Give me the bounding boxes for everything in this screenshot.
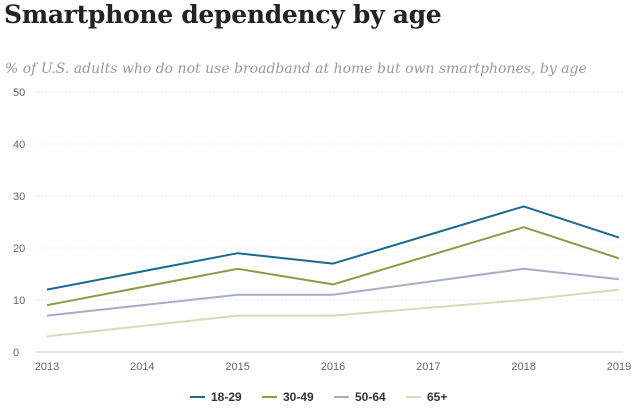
y-tick-label: 0 <box>13 347 19 359</box>
legend-label-18-29: 18-29 <box>211 390 242 404</box>
x-tick-label: 2016 <box>321 361 345 373</box>
y-tick-label: 30 <box>13 191 25 203</box>
x-tick-label: 2017 <box>416 361 440 373</box>
chart-title: Smartphone dependency by age <box>4 0 442 29</box>
series-line-50-64 <box>46 267 620 317</box>
legend-label-65+: 65+ <box>427 390 447 404</box>
y-tick-label: 20 <box>13 243 25 255</box>
series-line-18-29 <box>46 205 620 291</box>
x-tick-label: 2018 <box>511 361 535 373</box>
y-tick-label: 10 <box>13 295 25 307</box>
legend: 18-29 30-49 50-64 65+ <box>190 390 447 404</box>
x-tick-label: 2015 <box>225 361 249 373</box>
legend-label-50-64: 50-64 <box>355 390 386 404</box>
x-axis-ticks: 2013 2014 2015 2016 2017 2018 2019 <box>35 361 631 373</box>
legend-label-30-49: 30-49 <box>283 390 314 404</box>
x-tick-label: 2014 <box>130 361 154 373</box>
x-tick-label: 2013 <box>35 361 59 373</box>
y-tick-label: 40 <box>13 139 25 151</box>
x-tick-label: 2019 <box>607 361 631 373</box>
y-axis-ticks: 0 10 20 30 40 50 <box>13 87 25 359</box>
chart-subtitle: % of U.S. adults who do not use broadban… <box>5 61 587 77</box>
series-line-65+ <box>46 288 620 338</box>
series-lines <box>46 205 620 338</box>
grid-lines <box>36 91 623 353</box>
y-tick-label: 50 <box>13 87 25 99</box>
series-line-30-49 <box>46 226 620 307</box>
